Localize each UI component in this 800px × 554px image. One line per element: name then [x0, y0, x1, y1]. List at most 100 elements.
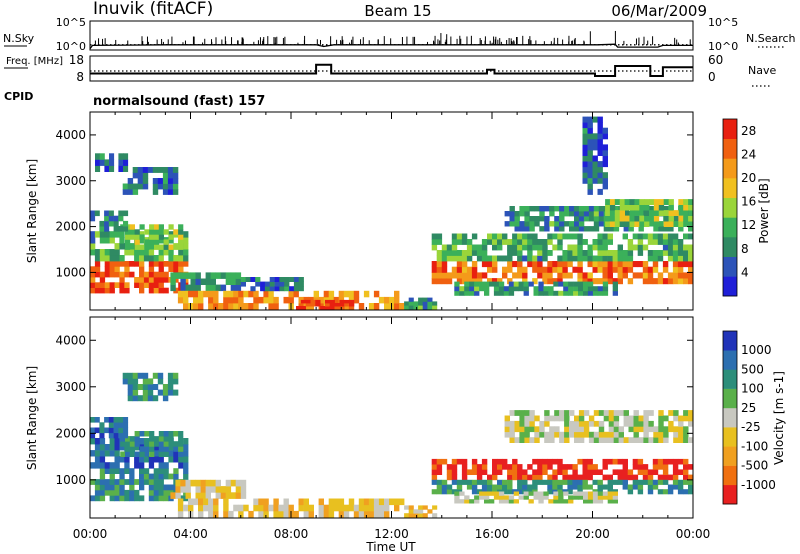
power-cell — [609, 210, 616, 216]
power-cell — [605, 215, 611, 222]
velocity-cell — [183, 438, 189, 445]
power-cell — [104, 165, 110, 172]
velocity-cell — [582, 464, 588, 470]
velocity-cell — [683, 464, 689, 470]
power-cell — [148, 261, 155, 267]
power-cell — [459, 286, 465, 292]
power-cell — [582, 116, 588, 123]
velocity-cell — [532, 469, 538, 475]
power-cell — [647, 250, 654, 256]
velocity-cell — [158, 462, 164, 469]
velocity-cell — [554, 410, 560, 416]
power-cell — [469, 281, 475, 287]
power-cell — [394, 296, 400, 304]
power-cell — [329, 306, 335, 310]
velocity-cell — [198, 504, 204, 512]
power-cell — [497, 239, 503, 245]
velocity-cell — [592, 499, 599, 504]
velocity-cell — [139, 456, 145, 463]
power-cell — [683, 261, 689, 268]
velocity-cell — [158, 484, 164, 491]
velocity-cell — [120, 451, 126, 457]
velocity-ytick-label: 4000 — [55, 333, 86, 347]
power-cell — [642, 233, 649, 240]
power-cell — [632, 233, 639, 240]
power-cell — [677, 261, 684, 268]
velocity-cell — [524, 410, 530, 416]
power-cell — [592, 138, 598, 145]
power-cell — [532, 278, 538, 285]
power-cell — [225, 278, 232, 285]
power-cell — [683, 199, 689, 205]
velocity-cell — [618, 431, 624, 438]
velocity-cell — [173, 473, 179, 480]
velocity-cell — [598, 410, 605, 416]
velocity-cell — [583, 426, 590, 433]
power-cell — [167, 172, 174, 179]
velocity-cell — [688, 410, 694, 416]
frequency-panel-frame — [89, 55, 694, 82]
velocity-cell — [637, 484, 644, 490]
power-cell — [481, 239, 488, 245]
power-cell — [269, 281, 275, 287]
power-cell — [613, 206, 620, 212]
velocity-cell — [173, 446, 179, 452]
power-cell — [441, 244, 448, 251]
velocity-cell — [273, 510, 279, 518]
velocity-cell — [632, 484, 639, 490]
velocity-cell — [119, 495, 125, 502]
velocity-cell — [318, 510, 324, 518]
power-cell — [587, 272, 593, 279]
velocity-cell — [90, 432, 96, 439]
power-cell — [456, 233, 463, 240]
power-cell — [461, 266, 468, 273]
power-cell — [481, 244, 488, 251]
power-cell — [597, 233, 603, 240]
velocity-cell — [223, 510, 229, 518]
power-cell — [574, 206, 580, 212]
velocity-cell — [512, 458, 518, 465]
power-cell — [489, 281, 495, 287]
velocity-cell — [548, 499, 554, 504]
velocity-cell — [484, 499, 490, 504]
velocity-cell — [652, 484, 659, 490]
noise-right-tick-bottom: 10^0 — [708, 40, 738, 53]
velocity-cell — [404, 513, 410, 518]
power-cell — [624, 221, 630, 227]
velocity-cell — [464, 495, 470, 500]
power-cell — [99, 226, 105, 232]
power-cell — [492, 239, 498, 245]
velocity-cell — [454, 499, 460, 504]
velocity-cell — [122, 378, 129, 385]
velocity-cell — [459, 491, 465, 496]
power-cell — [572, 250, 578, 256]
velocity-cell — [109, 444, 115, 451]
power-cell — [324, 299, 331, 304]
power-cell — [193, 296, 199, 304]
velocity-cell — [587, 491, 594, 496]
power-cell — [90, 215, 96, 222]
power-cell — [139, 266, 145, 272]
velocity-cell — [157, 378, 164, 385]
power-cell — [162, 172, 169, 179]
power-cell — [602, 172, 608, 179]
power-cell — [203, 290, 209, 298]
velocity-cell — [662, 474, 669, 481]
velocity-cell — [163, 451, 169, 457]
power-cell — [269, 277, 275, 282]
power-cell — [139, 287, 145, 294]
power-cell — [427, 297, 433, 302]
power-cell — [154, 224, 160, 230]
velocity-cell — [524, 426, 530, 433]
power-cell — [582, 177, 588, 184]
frequency-panel: Freq. [MHz] 18 8 60 0 Nave CPID normalso… — [4, 53, 776, 109]
power-cell — [451, 233, 458, 240]
power-cell — [163, 249, 169, 256]
velocity-cell — [678, 431, 684, 438]
velocity-cell — [489, 499, 495, 504]
power-cell — [471, 250, 478, 256]
velocity-cell — [524, 431, 530, 438]
velocity-cell — [328, 498, 335, 506]
